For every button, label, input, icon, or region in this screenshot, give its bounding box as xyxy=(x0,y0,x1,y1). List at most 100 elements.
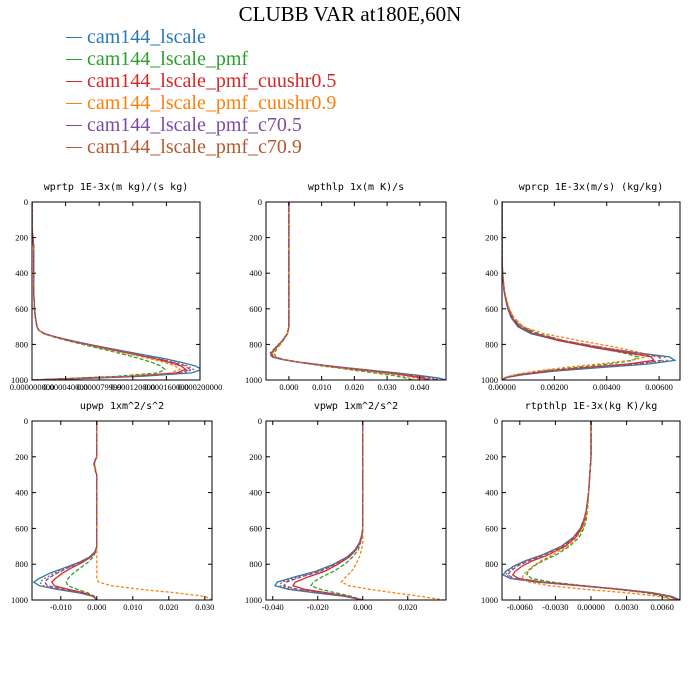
series-line xyxy=(526,421,672,600)
chart-panel: rtpthlp 1E-3x(kg K)/kg02004006008001000-… xyxy=(481,401,681,612)
legend-item: cam144_lscale_pmf_c70.5 xyxy=(66,114,336,136)
y-tick-label: 0 xyxy=(258,197,262,207)
x-tick-label: 0.030 xyxy=(195,602,214,612)
y-tick-label: 600 xyxy=(15,304,28,314)
series-line xyxy=(521,421,675,600)
legend-swatch xyxy=(66,36,82,38)
y-tick-label: 200 xyxy=(15,233,28,243)
y-tick-label: 1000 xyxy=(245,595,262,605)
x-tick-label: 0.00400 xyxy=(593,382,621,392)
x-tick-label: 0.000 xyxy=(87,602,106,612)
y-tick-label: 400 xyxy=(15,268,28,278)
chart-title: wpthlp 1x(m K)/s xyxy=(308,182,404,193)
y-tick-label: 0 xyxy=(258,416,262,426)
x-tick-label: 0.020 xyxy=(345,382,364,392)
series-line xyxy=(282,421,364,600)
y-tick-label: 800 xyxy=(249,559,262,569)
y-tick-label: 1000 xyxy=(245,375,262,385)
series-group xyxy=(32,202,200,380)
legend-label: cam144_lscale_pmf_cuushr0.5 xyxy=(87,70,337,92)
y-tick-label: 600 xyxy=(249,523,262,533)
x-tick-label: -0.010 xyxy=(50,602,72,612)
x-tick-label: 0.0060 xyxy=(651,602,674,612)
chart-panel: wprcp 1E-3x(m/s) (kg/kg) 0 200 400 600 800 100… xyxy=(481,182,681,392)
series-line xyxy=(273,202,414,380)
series-group xyxy=(32,421,212,600)
x-tick-label: 0.000120000 xyxy=(110,382,155,392)
series-line xyxy=(271,202,424,380)
y-tick-label: 0 xyxy=(24,197,28,207)
x-tick-label: 0.000040000 xyxy=(43,382,88,392)
series-line xyxy=(32,202,200,380)
y-tick-label: 0 xyxy=(494,197,498,207)
chart-title: vpwp 1xm^2/s^2 xyxy=(314,401,398,412)
legend-swatch xyxy=(66,58,82,60)
x-tick-label: 0.00600 xyxy=(645,382,673,392)
series-line xyxy=(32,202,166,380)
series-group xyxy=(502,202,677,380)
y-tick-label: 800 xyxy=(249,339,262,349)
y-tick-label: 800 xyxy=(15,559,28,569)
legend-item: cam144_lscale_pmf xyxy=(66,48,336,70)
series-line xyxy=(32,202,188,380)
y-tick-label: 600 xyxy=(485,304,498,314)
legend-label: cam144_lscale_pmf xyxy=(87,48,249,70)
series-line xyxy=(511,421,678,600)
chart-panel: upwp 1xm^2/s^2 0 200 400 600 800 1000 -0.010 0.0… xyxy=(11,401,214,612)
series-line xyxy=(32,202,182,380)
legend: cam144_lscale cam144_lscale_pmf cam144_l… xyxy=(66,26,336,158)
x-tick-label: 0.00000 xyxy=(577,602,605,612)
legend-item: cam144_lscale_pmf_c70.9 xyxy=(66,136,336,158)
y-tick-label: 400 xyxy=(485,268,498,278)
x-tick-label: 0.040 xyxy=(410,382,429,392)
x-tick-label: 0.000000000 xyxy=(10,382,55,392)
series-line xyxy=(32,202,192,380)
x-tick-label: 0.010 xyxy=(312,382,331,392)
y-tick-label: 400 xyxy=(15,488,28,498)
legend-label: cam144_lscale_pmf_c70.5 xyxy=(87,114,302,136)
legend-item: cam144_lscale_pmf_cuushr0.5 xyxy=(66,70,336,92)
legend-item: cam144_lscale xyxy=(66,26,336,48)
x-tick-label: 0.030 xyxy=(378,382,397,392)
y-tick-label: 0 xyxy=(494,416,498,426)
series-line xyxy=(278,421,364,600)
x-tick-label: -0.020 xyxy=(307,602,329,612)
series-line xyxy=(65,421,98,600)
x-tick-label: 0.020 xyxy=(159,602,178,612)
plot-frame xyxy=(501,201,681,381)
series-line xyxy=(502,202,677,380)
series-line xyxy=(502,202,669,380)
series-line xyxy=(506,421,680,600)
y-tick-label: 1000 xyxy=(11,375,28,385)
series-group xyxy=(269,202,446,380)
y-tick-label: 600 xyxy=(15,523,28,533)
series-line xyxy=(269,202,437,380)
x-tick-label: -0.040 xyxy=(262,602,284,612)
legend-label: cam144_lscale_pmf_cuushr0.9 xyxy=(87,92,337,114)
plot-frame xyxy=(31,420,213,601)
y-tick-label: 800 xyxy=(485,339,498,349)
legend-swatch xyxy=(66,124,82,126)
x-tick-label: 0.000 xyxy=(279,382,298,392)
series-line xyxy=(291,421,364,600)
y-tick-label: 0 xyxy=(24,416,28,426)
series-line xyxy=(504,421,680,600)
x-tick-label: 0.010 xyxy=(123,602,142,612)
legend-label: cam144_lscale_pmf_c70.9 xyxy=(87,136,302,158)
y-tick-label: 200 xyxy=(485,452,498,462)
x-tick-label: 0.000200000 xyxy=(178,382,223,392)
y-tick-label: 800 xyxy=(485,559,498,569)
series-line xyxy=(340,421,444,600)
x-tick-label: 0.000160000 xyxy=(144,382,189,392)
figure-title: CLUBB VAR at180E,60N xyxy=(238,2,462,26)
x-tick-label: -0.0030 xyxy=(542,602,568,612)
series-line xyxy=(270,202,446,380)
series-group xyxy=(502,421,680,600)
y-tick-label: 600 xyxy=(485,523,498,533)
chart-title: upwp 1xm^2/s^2 xyxy=(80,401,164,412)
series-line xyxy=(502,202,655,380)
x-tick-label: 0.020 xyxy=(398,602,417,612)
series-line xyxy=(38,421,98,600)
chart-title: wprcp 1E-3x(m/s) (kg/kg) xyxy=(519,182,664,193)
